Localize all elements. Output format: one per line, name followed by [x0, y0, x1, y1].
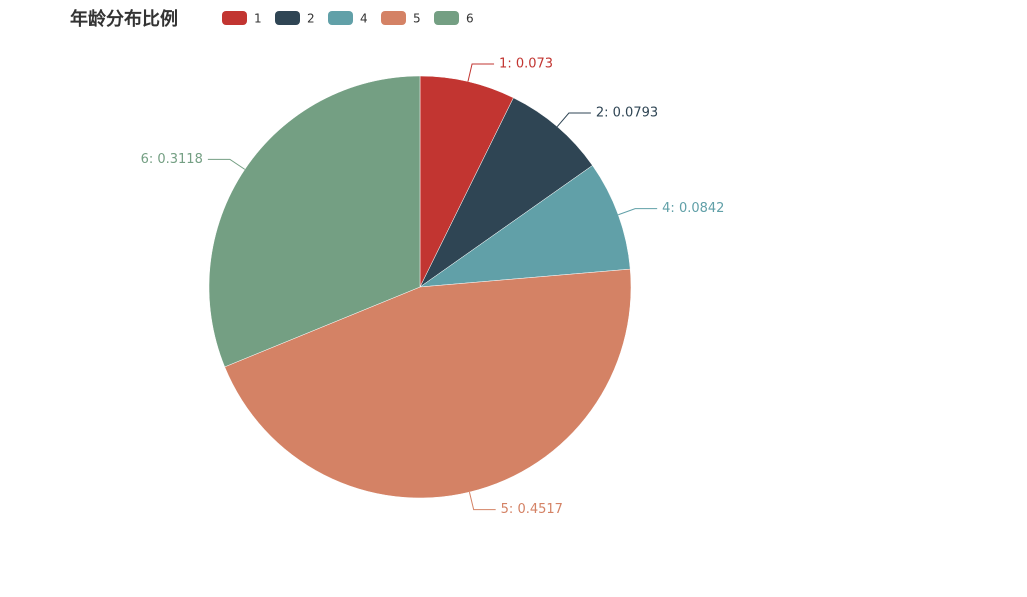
legend-swatch[interactable] — [381, 11, 406, 25]
legend-swatch[interactable] — [434, 11, 459, 25]
label-line — [618, 208, 658, 216]
label-line — [207, 158, 246, 170]
chart-title: 年龄分布比例 — [70, 8, 178, 30]
legend-swatch[interactable] — [222, 11, 247, 25]
legend-label[interactable]: 1 — [254, 12, 262, 26]
legend-label[interactable]: 5 — [413, 12, 421, 26]
label-line — [467, 63, 495, 82]
data-label: 4: 0.0842 — [662, 201, 724, 216]
pie-slice — [208, 75, 421, 368]
legend-swatch[interactable] — [328, 11, 353, 25]
legend-swatch[interactable] — [275, 11, 300, 25]
pie-slice — [419, 165, 631, 288]
data-label: 1: 0.073 — [499, 56, 553, 71]
legend-label[interactable]: 6 — [466, 12, 474, 26]
label-line — [556, 112, 591, 128]
pie-slice — [419, 97, 593, 288]
legend-label[interactable]: 4 — [360, 12, 368, 26]
data-label: 5: 0.4517 — [501, 502, 563, 517]
data-label: 2: 0.0793 — [596, 106, 658, 121]
pie-slice — [224, 268, 632, 499]
legend-label[interactable]: 2 — [307, 12, 315, 26]
data-label: 6: 0.3118 — [141, 152, 203, 167]
label-line — [468, 492, 496, 511]
